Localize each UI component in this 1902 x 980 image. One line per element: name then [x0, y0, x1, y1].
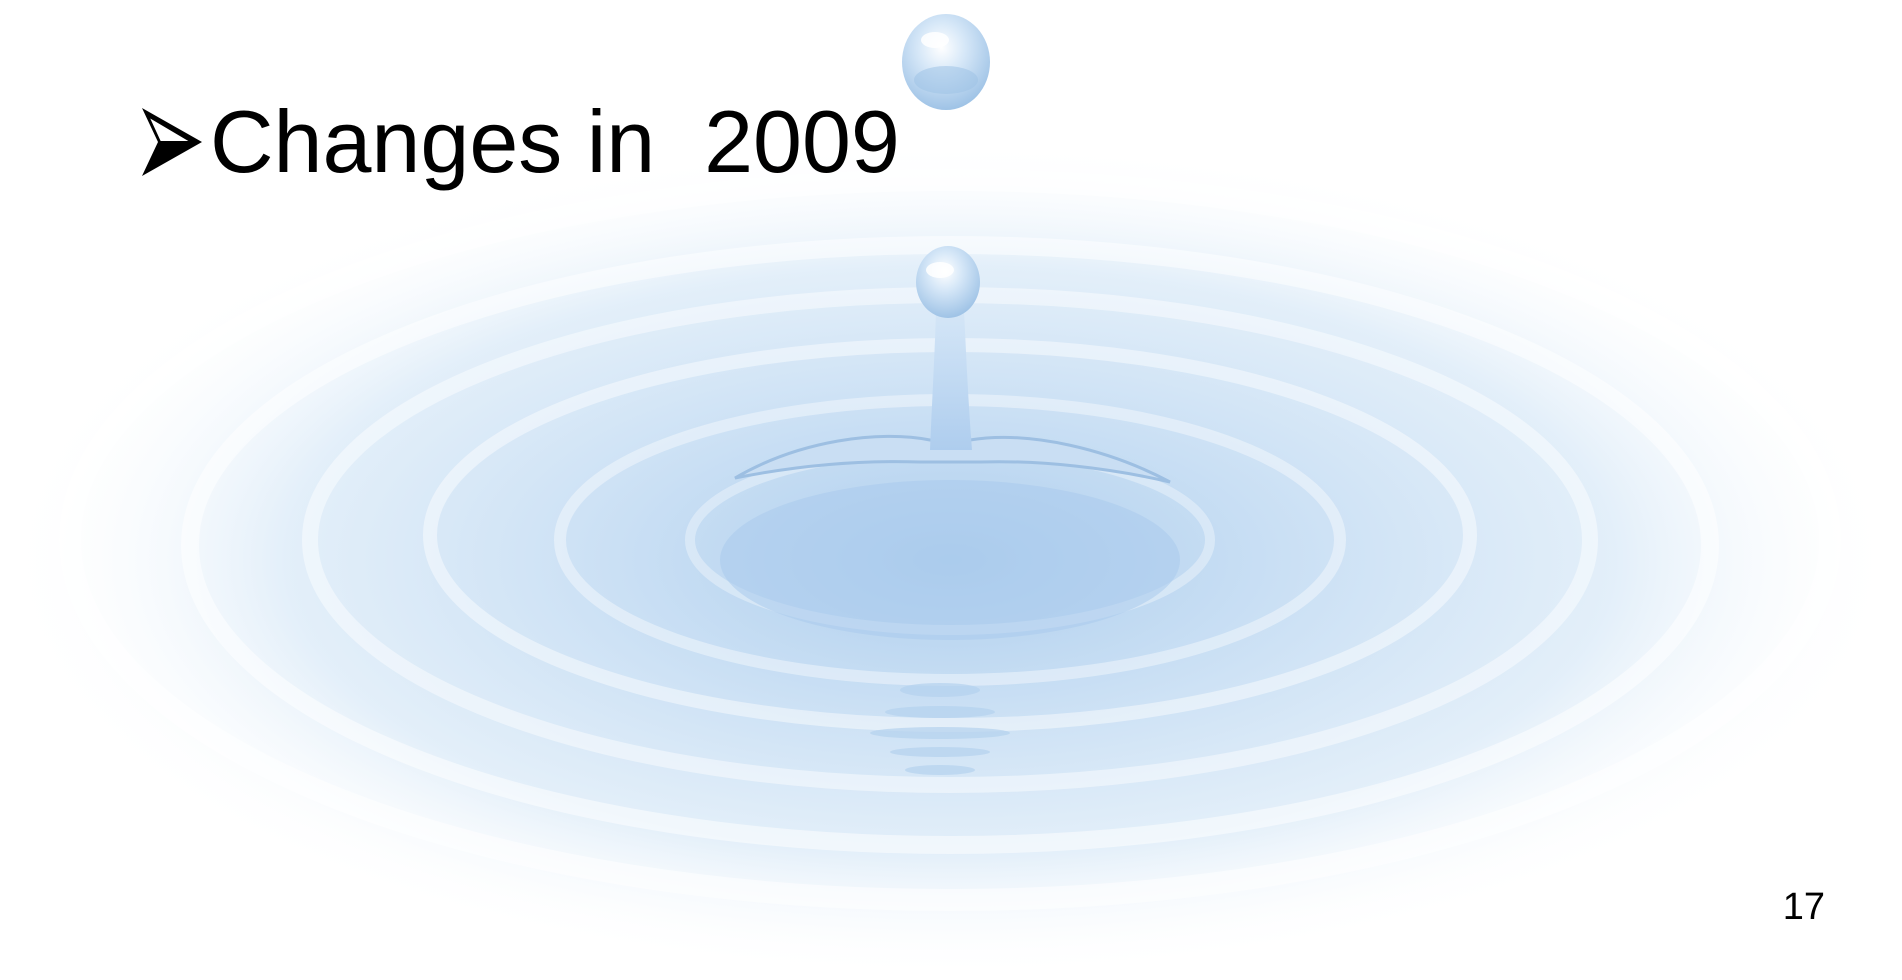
- page-number: 17: [1782, 886, 1825, 928]
- arrowhead-bullet-icon: [142, 108, 202, 176]
- slide-title-row: Changes in 2009: [140, 92, 900, 192]
- slide-title: Changes in 2009: [210, 92, 900, 191]
